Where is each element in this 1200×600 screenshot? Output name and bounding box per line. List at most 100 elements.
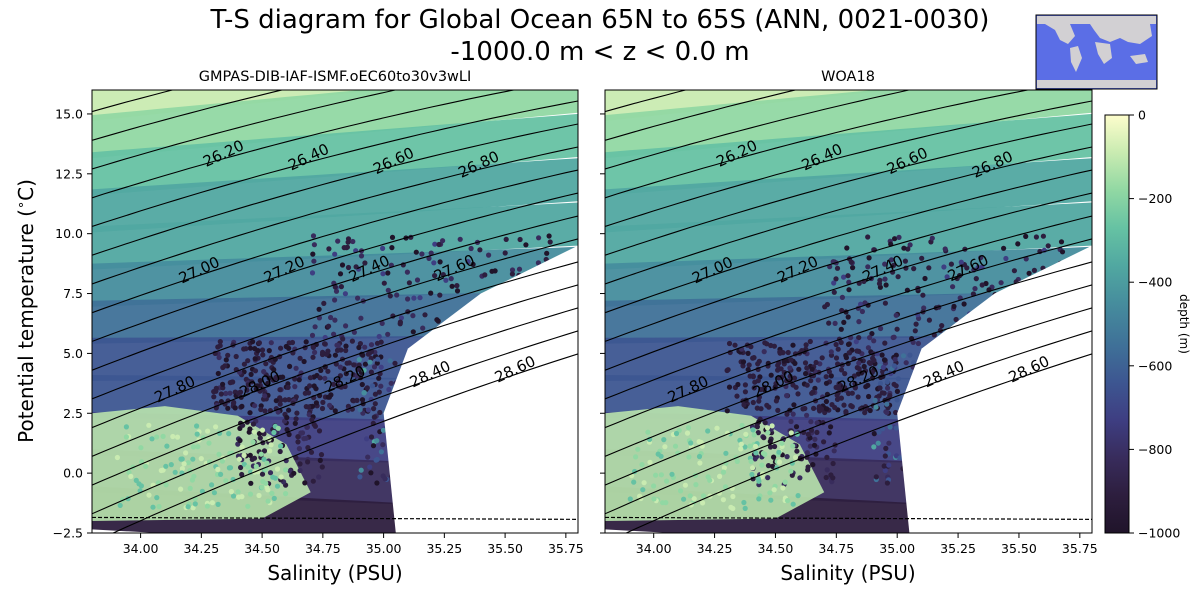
data-point (367, 464, 373, 470)
data-point (359, 381, 365, 388)
data-point (248, 480, 254, 486)
data-point (769, 423, 775, 429)
data-point (645, 429, 651, 435)
data-point (912, 328, 918, 334)
x-tick-label: 35.50 (1001, 541, 1037, 556)
data-point (374, 480, 380, 486)
data-point (851, 373, 858, 379)
data-point (259, 347, 266, 353)
data-point (257, 435, 263, 441)
data-point (371, 406, 377, 412)
data-point (397, 319, 403, 325)
data-point (374, 456, 380, 463)
data-point (325, 394, 331, 400)
data-point (309, 270, 316, 276)
data-point (368, 434, 375, 440)
data-point (826, 369, 833, 375)
data-point (306, 404, 312, 410)
data-point (181, 461, 187, 467)
data-point (807, 443, 813, 449)
data-point (448, 276, 454, 282)
data-point (882, 467, 888, 474)
x-tick-label: 34.50 (758, 541, 794, 556)
data-point (672, 443, 679, 449)
data-point (502, 250, 508, 256)
data-point (154, 434, 160, 440)
colorbar-ticks: 0 −200 −400 −600 −800 −1000 (1129, 108, 1180, 541)
data-point (808, 378, 814, 384)
data-point (286, 407, 292, 413)
data-point (664, 478, 670, 484)
data-point (740, 359, 747, 365)
data-point (311, 383, 317, 389)
data-point (859, 370, 865, 376)
data-point (788, 430, 794, 436)
data-point (428, 250, 434, 256)
data-point (880, 364, 887, 370)
data-point (856, 360, 862, 366)
data-point (867, 407, 873, 414)
data-point (795, 493, 801, 499)
data-point (856, 335, 862, 341)
data-point (422, 312, 428, 318)
data-point (764, 341, 770, 347)
data-point (882, 276, 888, 282)
data-point (457, 236, 463, 242)
data-point (235, 489, 241, 495)
data-point (309, 417, 315, 423)
data-point (777, 349, 783, 355)
data-point (277, 374, 283, 380)
data-point (828, 472, 834, 478)
data-point (437, 259, 443, 265)
data-point (929, 235, 935, 241)
data-point (1023, 256, 1029, 262)
data-point (274, 466, 281, 472)
data-point (255, 383, 261, 389)
depth-band (605, 113, 1092, 196)
data-point (760, 450, 767, 456)
data-point (265, 380, 271, 386)
data-point (301, 358, 307, 365)
data-point (662, 444, 668, 450)
data-point (894, 326, 900, 332)
data-point (961, 301, 967, 307)
data-point (251, 429, 257, 435)
data-point (187, 485, 193, 491)
data-point (215, 501, 221, 507)
data-point (849, 390, 855, 396)
data-point (325, 368, 331, 374)
data-point (320, 399, 326, 405)
data-point (848, 403, 854, 409)
data-point (414, 277, 421, 283)
data-point (853, 339, 859, 345)
data-point (404, 269, 410, 275)
data-point (509, 271, 515, 277)
data-point (822, 304, 828, 310)
data-point (239, 471, 245, 478)
data-point (312, 423, 318, 429)
data-point (218, 471, 224, 477)
data-point (896, 234, 902, 240)
data-point (271, 495, 277, 501)
y-tick-label: 15.0 (55, 106, 83, 121)
data-point (1026, 270, 1032, 276)
data-point (793, 384, 799, 390)
data-point (845, 314, 851, 320)
data-point (876, 393, 882, 399)
data-point (190, 456, 196, 462)
data-point (303, 435, 309, 441)
y-tick-label: 0.0 (63, 466, 83, 481)
data-point (372, 401, 378, 407)
data-point (834, 265, 841, 271)
data-point (831, 289, 837, 295)
data-point (334, 347, 341, 353)
data-point (245, 464, 251, 470)
data-point (385, 270, 391, 276)
data-point (259, 427, 266, 433)
density-contour (92, 90, 398, 170)
data-point (357, 474, 363, 480)
data-point (211, 394, 217, 400)
data-point (739, 422, 745, 429)
data-point (265, 498, 271, 504)
data-point (865, 345, 872, 351)
